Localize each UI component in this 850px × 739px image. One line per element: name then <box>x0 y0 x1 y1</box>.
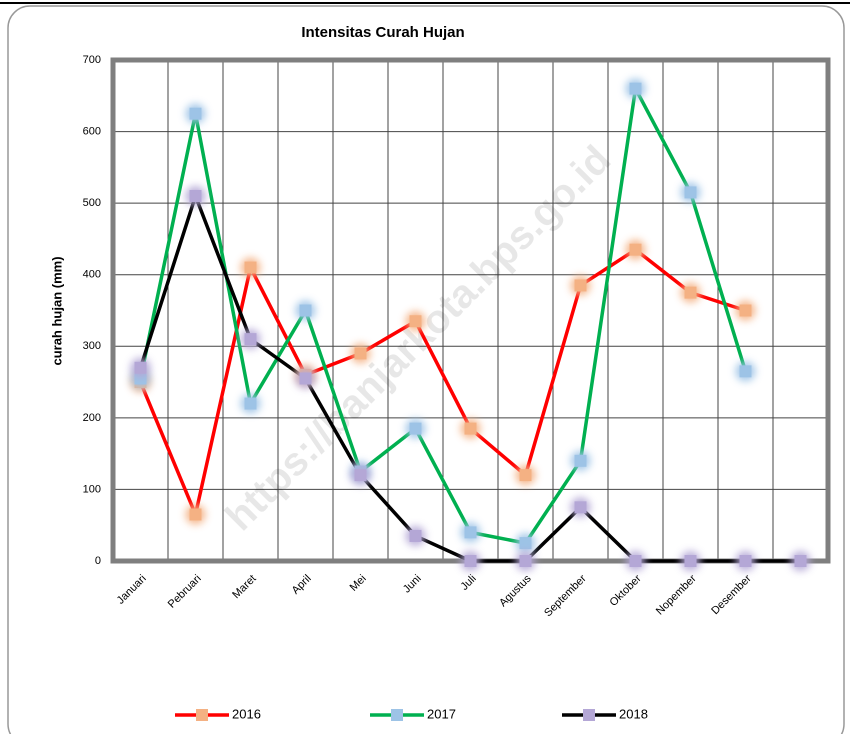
marker <box>189 189 202 202</box>
marker <box>739 365 752 378</box>
marker <box>464 555 477 567</box>
legend-label: 2017 <box>427 706 456 721</box>
marker <box>684 555 697 567</box>
marker <box>409 529 422 542</box>
legend-label: 2018 <box>619 706 648 721</box>
marker <box>244 397 257 410</box>
legend-marker <box>583 709 595 721</box>
marker <box>299 372 312 385</box>
marker <box>409 315 422 328</box>
legend-label: 2016 <box>232 706 261 721</box>
marker <box>134 361 147 374</box>
marker <box>574 279 587 292</box>
marker <box>189 508 202 521</box>
marker <box>244 333 257 346</box>
y-axis-label: curah hujan (mm) <box>49 256 64 365</box>
y-tick-label: 500 <box>83 197 101 209</box>
marker <box>189 107 202 120</box>
series-line <box>138 247 747 517</box>
marker <box>354 347 367 360</box>
marker <box>684 286 697 299</box>
marker <box>519 555 532 567</box>
y-tick-label: 400 <box>83 269 101 281</box>
marker <box>299 304 312 317</box>
marker <box>519 537 532 550</box>
series-line <box>138 86 748 545</box>
y-tick-label: 100 <box>83 483 101 495</box>
marker <box>464 422 477 435</box>
marker <box>409 422 422 435</box>
marker <box>244 261 257 274</box>
marker <box>629 243 642 256</box>
marker <box>354 469 367 482</box>
marker <box>629 555 642 567</box>
y-tick-label: 300 <box>83 340 101 352</box>
marker <box>574 454 587 467</box>
legend-marker <box>391 709 403 721</box>
y-tick-label: 600 <box>83 125 101 137</box>
y-tick-label: 200 <box>83 412 101 424</box>
chart-title: Intensitas Curah Hujan <box>301 24 464 41</box>
marker <box>739 304 752 317</box>
marker <box>574 501 587 514</box>
y-tick-label: 700 <box>83 54 101 66</box>
marker <box>629 82 642 95</box>
marker <box>464 526 477 539</box>
marker <box>519 469 532 482</box>
marker <box>684 186 697 199</box>
y-tick-label: 0 <box>95 555 101 567</box>
marker <box>739 555 752 567</box>
marker <box>794 555 807 567</box>
legend-marker <box>196 709 208 721</box>
